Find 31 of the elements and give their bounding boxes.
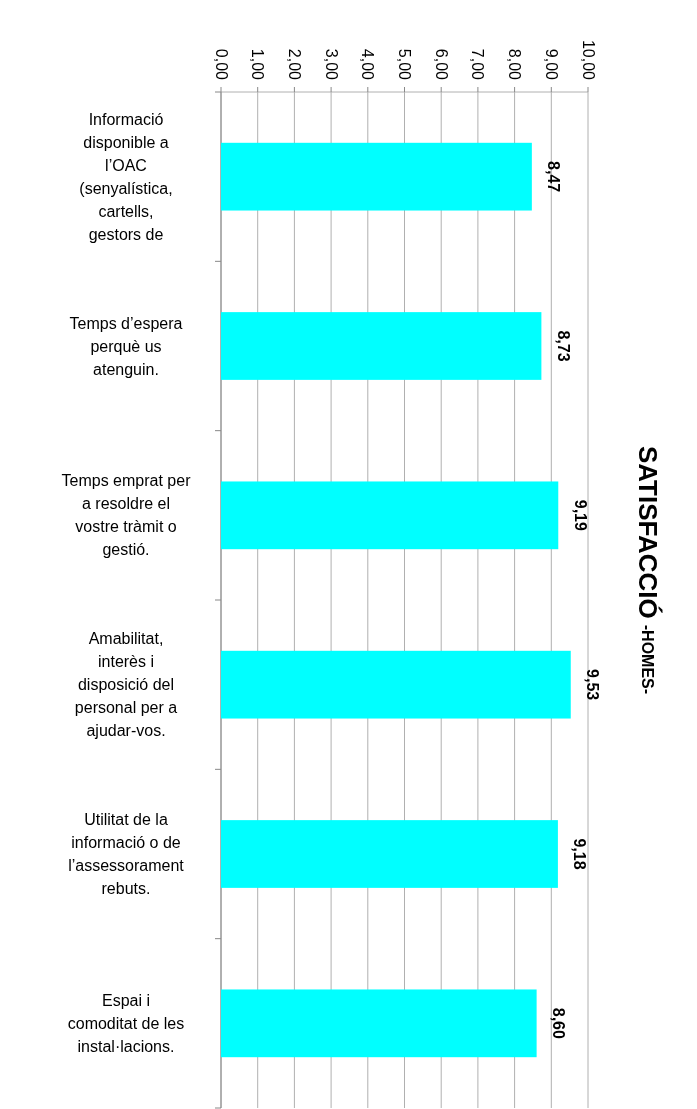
- x-tick-label: 2,00: [285, 48, 303, 81]
- x-tick-label: 9,00: [542, 48, 560, 81]
- data-label: 9,18: [571, 838, 589, 870]
- y-tick-label: Temps d’espera perquè us atenguin.: [69, 314, 183, 378]
- bar: [221, 820, 558, 888]
- data-label: 8,73: [554, 330, 572, 362]
- y-tick-label: Informació disponible a l’OAC (senyalística, cartells, gestors de: [79, 110, 173, 243]
- x-tick-label: 7,00: [469, 48, 487, 81]
- data-label: 9,19: [571, 499, 589, 532]
- bar: [221, 142, 532, 211]
- bar: [221, 650, 571, 719]
- bar: [221, 481, 559, 550]
- y-tick-label: Temps emprat per a resoldre el vostre tràmit o gestió.: [61, 472, 192, 559]
- x-tick-label: 5,00: [396, 48, 413, 81]
- y-tick-label: Amabilitat, interès i disposició del personal per a ajudar-vos.: [74, 630, 178, 740]
- bar: [221, 989, 537, 1058]
- x-tick-label: 4,00: [359, 48, 377, 81]
- data-label: 8,60: [550, 1007, 568, 1040]
- text: -HOMES-: [639, 624, 657, 695]
- x-tick-label: 1,00: [249, 48, 267, 81]
- x-tick-label: 6,00: [432, 48, 450, 81]
- data-label: 9,53: [584, 669, 602, 701]
- x-tick-label: 8,00: [506, 48, 524, 81]
- bar: [221, 312, 542, 380]
- x-tick-label: 10,00: [579, 39, 597, 81]
- data-label: 8,47: [545, 161, 563, 193]
- text: SATISFACCIÓ: [633, 445, 663, 619]
- x-tick-label: 0,00: [212, 48, 230, 81]
- x-tick-label: 3,00: [322, 48, 340, 81]
- y-tick-label: Utilitat de la informació o de l’assessorament rebuts.: [68, 811, 185, 897]
- y-tick-label: Espai i comoditat de les instal·lacions.: [67, 991, 185, 1055]
